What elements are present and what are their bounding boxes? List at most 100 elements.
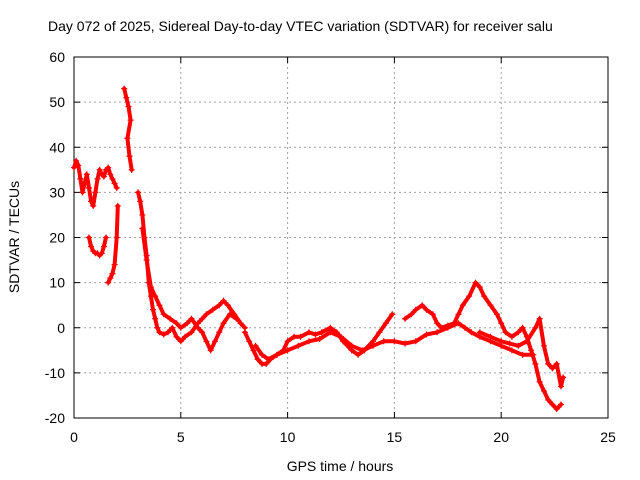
data-point [79,189,86,196]
data-point [295,342,302,349]
data-point [553,405,560,412]
data-point [423,331,430,338]
x-axis-label: GPS time / hours [287,458,394,474]
axis-ticks: 0 5 10 15 20 25 -20 -10 0 10 20 30 40 50 60 [45,49,616,445]
data-point [560,374,567,381]
data-point [156,302,163,309]
data-point [558,383,565,390]
data-point [237,320,244,327]
data-point [113,184,120,191]
data-point [81,180,88,187]
data-point [355,351,362,358]
data-point [184,320,191,327]
data-point [408,311,415,318]
data-point [540,342,547,349]
data-point [519,324,526,331]
y-tick-label: -20 [45,410,65,426]
data-point [173,320,180,327]
data-point [114,202,121,209]
data-point [515,342,522,349]
data-point [515,329,522,336]
data-point [284,338,291,345]
data-point [423,306,430,313]
data-point [549,401,556,408]
data-point [273,351,280,358]
data-point [241,329,248,336]
data-point [147,284,154,291]
data-point [523,338,530,345]
data-point [139,211,146,218]
data-point [88,243,95,250]
data-point [111,180,118,187]
data-point [540,387,547,394]
data-point [476,284,483,291]
data-point [438,324,445,331]
data-point [177,324,184,331]
data-point [107,275,114,282]
data-point [154,324,161,331]
data-point [297,333,304,340]
data-point [338,333,344,340]
data-point [466,293,473,300]
data-point [434,329,441,336]
data-point [498,320,505,327]
data-point [370,342,377,349]
data-point [216,329,223,336]
data-point [96,166,103,173]
data-point [128,166,135,173]
y-axis-label: SDTVAR / TECUs [6,181,22,293]
y-tick-label: 40 [49,139,65,155]
x-tick-label: 25 [600,429,616,445]
data-point [252,342,259,349]
data-point [88,198,95,205]
data-point [126,153,133,160]
data-point [173,333,180,340]
data-point [137,198,144,205]
data-point [536,378,543,385]
data-point [103,234,110,241]
data-point [461,324,468,331]
data-point [536,315,543,322]
data-point [316,336,323,343]
data-point [502,329,509,336]
data-point [472,279,479,286]
data-point [125,103,132,110]
data-point [487,333,494,340]
data-trace [122,86,134,172]
data-point [258,351,265,358]
data-points [71,85,567,412]
y-tick-label: 0 [57,320,65,336]
data-point [152,315,159,322]
data-point [459,302,466,309]
data-point [177,338,184,345]
data-point [211,338,218,345]
data-point [160,311,167,318]
data-point [327,329,334,336]
data-point [487,302,494,309]
data-point [412,306,419,313]
data-point [216,302,223,309]
data-point [182,333,189,340]
data-point [77,175,84,182]
data-point [545,360,552,367]
data-point [90,202,97,209]
data-point [382,320,389,327]
data-point [493,311,500,318]
data-point [233,315,240,322]
data-point [75,162,82,169]
x-tick-label: 0 [70,429,78,445]
data-point [109,175,116,182]
data-point [113,234,120,241]
data-point [444,322,451,329]
data-trace [140,226,239,353]
data-point [124,135,131,142]
data-point [305,329,312,336]
data-point [532,324,539,331]
data-point [92,189,99,196]
data-point [553,360,560,367]
y-tick-label: 10 [49,275,65,291]
data-trace [403,280,563,411]
data-point [284,347,291,354]
data-point [528,347,535,354]
data-point [402,340,409,347]
